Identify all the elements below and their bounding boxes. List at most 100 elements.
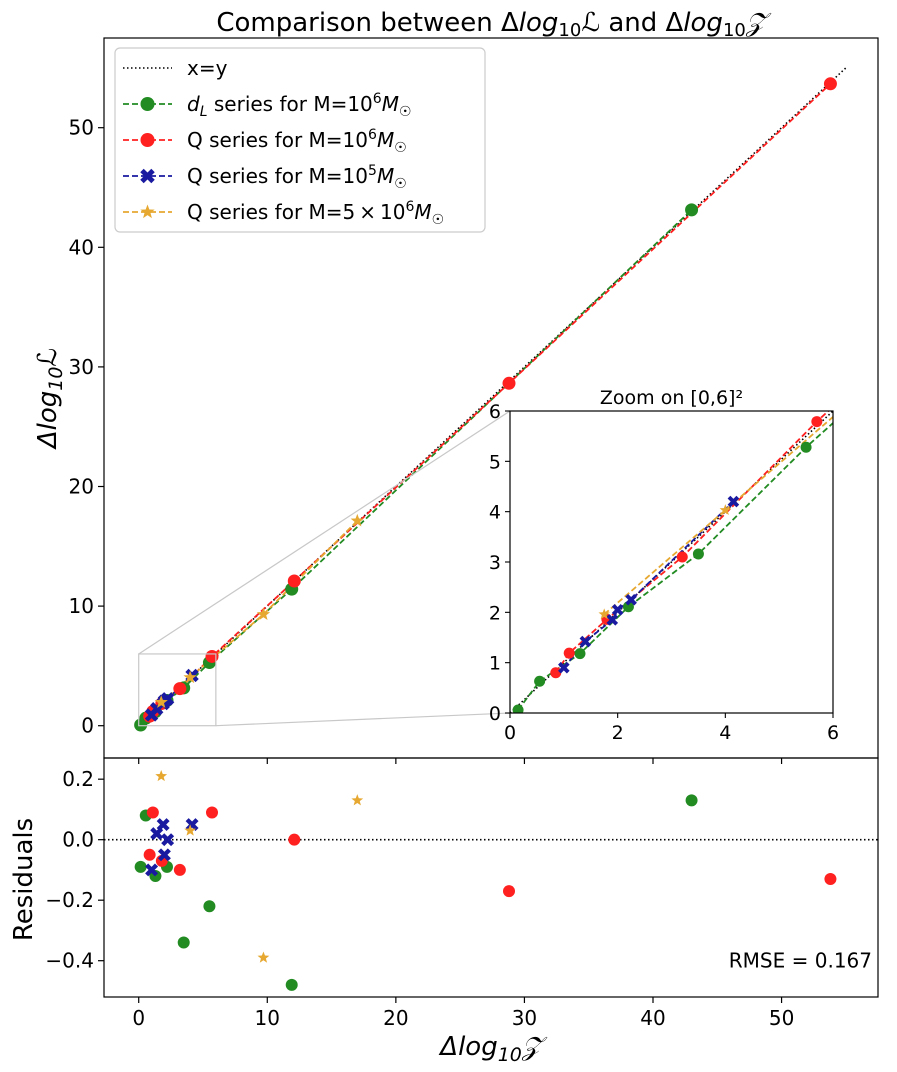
- point-Q_M5e6: [350, 513, 364, 527]
- inset-title: Zoom on [0,6]²: [600, 387, 743, 409]
- residuals-plot: 0.2 0.0 −0.2 −0.4 0 10 20 30 40 50 RMSE = 0.167 Res…: [9, 757, 879, 1066]
- inset-x-tick-label-4: 4: [719, 722, 731, 744]
- inset-y-tick-label-0: 0: [489, 703, 501, 725]
- residual-point-Q_M1e5: [145, 863, 159, 877]
- inset-point-Q_M1e5: [727, 495, 740, 508]
- title-part-5: log: [683, 8, 723, 38]
- inset-y-tick-label-2: 2: [489, 602, 501, 624]
- legend-entry-Q_M5e6: Q series for M=5 × 106M☉: [187, 199, 444, 228]
- residual-y-tick-label-minus0-4: −0.4: [45, 949, 94, 973]
- inset-point-Q_M5e6: [719, 504, 732, 516]
- inset-data: [510, 411, 833, 713]
- legend-text-part: 6: [405, 199, 414, 215]
- residual-point-Q_M1e6: [143, 848, 156, 861]
- residual-point-Q_M1e6: [503, 885, 515, 898]
- legend-text-part: 6: [368, 127, 377, 143]
- residual-point-dL_M1e6: [134, 860, 147, 873]
- legend-text-part: L: [200, 104, 208, 120]
- residual-point-dL_M1e6: [685, 794, 698, 807]
- legend-text-part: ☉: [399, 104, 412, 120]
- title-part-0: Comparison between Δ: [216, 8, 519, 38]
- legend-text-part: M: [377, 164, 394, 188]
- zoom-connector-bottom: [215, 712, 511, 727]
- title-part-1: log: [519, 8, 559, 38]
- legend-marker-Q_M1e6: [140, 133, 155, 147]
- inset-point-dL_M1e6: [622, 601, 634, 613]
- x-tick-label-20: 20: [383, 1006, 408, 1030]
- title-part-6: 10: [723, 20, 746, 41]
- y-tick-label-0: 0: [81, 714, 94, 738]
- y-tick-label-20: 20: [69, 475, 94, 499]
- inset-y-tick-label-4: 4: [489, 502, 501, 524]
- inset-point-dL_M1e6: [800, 441, 812, 453]
- legend-text-part: M: [414, 200, 431, 224]
- inset-y-tick-label-6: 6: [489, 401, 501, 423]
- zoom-connector-top: [138, 410, 511, 655]
- legend-text-part: 5: [368, 163, 377, 179]
- point-Q_M1e6: [173, 682, 187, 696]
- inset-y-tick-label-1: 1: [489, 653, 501, 675]
- legend-text-part: ☉: [432, 212, 445, 228]
- inset-point-Q_M1e6: [563, 647, 575, 659]
- legend-text-part: series for M=10: [208, 92, 373, 116]
- legend-entry-Q_M1e6: Q series for M=106M☉: [187, 127, 407, 156]
- inset-point-dL_M1e6: [692, 548, 704, 560]
- title-part-2: 10: [558, 20, 581, 41]
- x-tick-label-0: 0: [132, 1006, 145, 1030]
- inset-point-Q_M1e6: [550, 667, 562, 679]
- residual-point-Q_M5e6: [351, 794, 364, 806]
- inset-point-Q_M1e5: [579, 635, 592, 648]
- residual-point-dL_M1e6: [177, 936, 190, 949]
- x-tick-label-30: 30: [512, 1006, 537, 1030]
- residual-point-Q_M1e5: [157, 848, 171, 862]
- title-part-3: ℒ: [581, 8, 600, 38]
- legend-text-part: 6: [373, 91, 382, 107]
- point-Q_M5e6: [256, 607, 271, 621]
- point-Q_M1e6: [823, 77, 837, 91]
- legend-marker-dL_M1e6: [140, 97, 155, 111]
- inset-point-Q_M1e5: [625, 593, 637, 606]
- inset-point-dL_M1e6: [512, 704, 524, 713]
- residual-point-Q_M5e6: [257, 951, 270, 963]
- legend-marker-Q_M1e5: [140, 168, 155, 184]
- chart-title: Comparison between Δlog10ℒ and Δlog10𝒵: [216, 8, 771, 41]
- residual-y-tick-label-minus0-2: −0.2: [45, 888, 94, 912]
- y-tick-label-10: 10: [69, 594, 94, 618]
- point-dL_M1e6: [685, 203, 699, 217]
- x-tick-label-50: 50: [769, 1006, 794, 1030]
- residual-point-Q_M1e6: [146, 806, 159, 819]
- point-Q_M5e6: [154, 695, 168, 708]
- legend-text-part: Q series for M=5 × 10: [187, 200, 405, 224]
- legend-entry-x=y: x=y: [187, 56, 228, 80]
- inset-point-dL_M1e6: [534, 675, 546, 687]
- title-part-4: and Δ: [600, 8, 683, 38]
- y-axis-title-part-2: ℒ: [33, 348, 63, 367]
- inset-y-tick-label-3: 3: [489, 552, 501, 574]
- legend-text-part: d: [187, 92, 200, 116]
- inset-point-dL_M1e6: [574, 648, 586, 660]
- residual-y-tick-label-0-0: 0.0: [62, 828, 94, 852]
- residual-point-Q_M1e6: [173, 863, 186, 876]
- residual-y-tick-label-0-2: 0.2: [62, 767, 94, 791]
- residual-point-Q_M1e6: [206, 806, 218, 819]
- inset-point-Q_M1e5: [606, 614, 619, 626]
- residual-point-Q_M1e5: [156, 818, 170, 832]
- y-axis-title-part-1: 10: [45, 367, 67, 391]
- x-axis-title-part-0: Δlog: [438, 1032, 497, 1062]
- inset-point-Q_M1e6: [811, 416, 823, 428]
- legend-text-part: M: [377, 128, 394, 152]
- y-axis-title-part-0: Δlog: [33, 391, 63, 450]
- inset-series-line-Q_M1e6: [555, 411, 830, 674]
- point-Q_M1e6: [287, 574, 301, 588]
- y-axis-title: Δlog10ℒ: [33, 348, 67, 450]
- residuals-frame: [103, 757, 879, 998]
- residual-point-Q_M5e6: [184, 824, 197, 836]
- residual-point-Q_M5e6: [155, 769, 168, 782]
- inset-point-Q_M1e5: [558, 661, 570, 674]
- legend-text-part: M: [382, 92, 399, 116]
- inset-y-tick-label-5: 5: [489, 451, 501, 473]
- inset-x-tick-label-2: 2: [612, 722, 624, 744]
- inset-x-tick-label-6: 6: [827, 722, 839, 744]
